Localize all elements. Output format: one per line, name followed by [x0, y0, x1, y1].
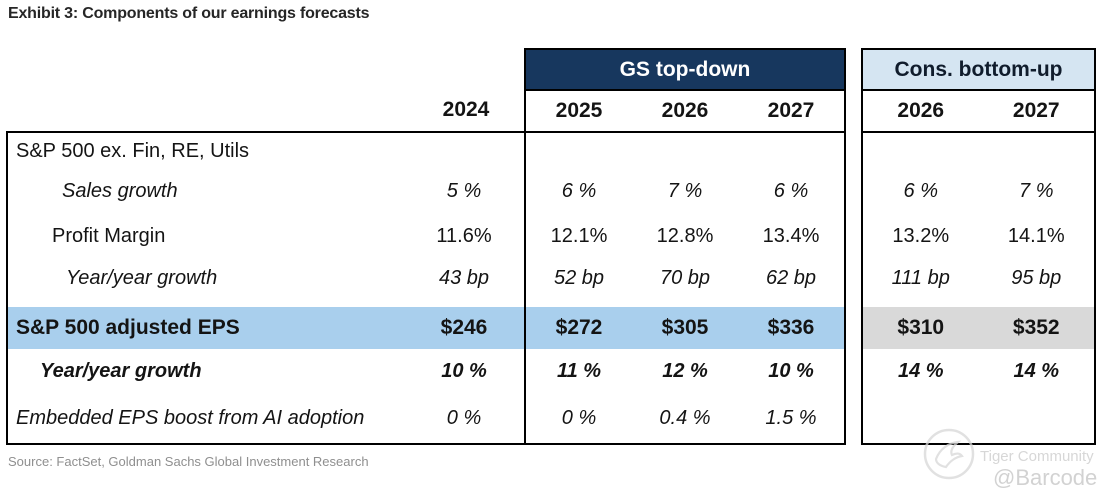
- cell-value: 5 %: [446, 179, 482, 202]
- table-row: 6 % 7 %: [863, 169, 1094, 213]
- gs-top-down-header: GS top-down: [526, 50, 844, 91]
- cell-value: 7 %: [667, 179, 703, 202]
- row-label: Year/year growth: [66, 266, 218, 289]
- cell-value: $305: [661, 316, 709, 339]
- base-column-block: S&P 500 ex. Fin, RE, Utils Sales growth 5 …: [6, 131, 526, 445]
- cell-value: 0 %: [561, 406, 597, 429]
- row-label: S&P 500 ex. Fin, RE, Utils: [16, 139, 250, 162]
- table-row: 6 % 7 % 6 %: [526, 169, 844, 213]
- cell-value: 12 %: [662, 359, 708, 382]
- source-note: Source: FactSet, Goldman Sachs Global In…: [8, 454, 369, 469]
- exhibit-title: Exhibit 3: Components of our earnings fo…: [8, 5, 370, 22]
- cell-value: 12.1%: [550, 224, 608, 247]
- gs-year-2027: 2027: [767, 99, 815, 122]
- table-row: S&P 500 ex. Fin, RE, Utils: [8, 133, 524, 169]
- cell-value: 43 bp: [438, 266, 490, 289]
- cell-value: $310: [897, 316, 945, 339]
- cell-value: 95 bp: [1011, 266, 1062, 289]
- year-header-2024: 2024: [442, 98, 490, 121]
- row-label: Profit Margin: [52, 224, 166, 247]
- cell-value: 6 %: [561, 179, 597, 202]
- table-row: 13.2% 14.1%: [863, 213, 1094, 259]
- cell-value: 6 %: [903, 179, 938, 202]
- cons-bottom-up-body: 6 % 7 % 13.2% 14.1% 111 bp 95 bp $310 $352 14 % 1…: [863, 133, 1094, 443]
- row-label: Year/year growth: [40, 359, 202, 382]
- table-row: 12.1% 12.8% 13.4%: [526, 213, 844, 259]
- cell-value: $336: [767, 316, 815, 339]
- table-row: $310 $352: [863, 307, 1094, 349]
- barcode-watermark: @Barcode: [993, 465, 1098, 490]
- cell-value: [632, 133, 738, 169]
- cell-value: 70 bp: [659, 266, 711, 289]
- table-row: Profit Margin 11.6%: [8, 213, 524, 259]
- cell-value: [526, 133, 632, 169]
- table-row: Year/year growth 43 bp: [8, 259, 524, 297]
- table-row: 52 bp 70 bp 62 bp: [526, 259, 844, 297]
- cell-value: 12.8%: [656, 224, 714, 247]
- base-column-body: S&P 500 ex. Fin, RE, Utils Sales growth 5 …: [8, 133, 524, 443]
- cell-value: 14.1%: [1007, 224, 1065, 247]
- table-row: Embedded EPS boost from AI adoption 0 %: [8, 393, 524, 443]
- cell-value: 0.4 %: [659, 406, 711, 429]
- base-year-header-row: 2024: [6, 89, 526, 131]
- table-row: Year/year growth 10 %: [8, 349, 524, 393]
- cons-year-header-row: 2026 2027: [863, 91, 1094, 133]
- row-label: Sales growth: [62, 179, 178, 202]
- cell-value: 62 bp: [765, 266, 817, 289]
- cell-value: [738, 133, 844, 169]
- table-row: 14 % 14 %: [863, 349, 1094, 393]
- cons-year-2027: 2027: [1012, 99, 1060, 122]
- year-header-spacer: [6, 89, 406, 131]
- cell-value: [404, 133, 524, 169]
- table-row: [863, 393, 1094, 443]
- gs-year-header-row: 2025 2026 2027: [526, 91, 844, 133]
- cell-value: 11 %: [556, 359, 602, 382]
- cell-value: 14 %: [1013, 359, 1060, 382]
- table-row: 11 % 12 % 10 %: [526, 349, 844, 393]
- cell-value: 7 %: [1019, 179, 1054, 202]
- cell-value: 6 %: [773, 179, 809, 202]
- gs-year-2025: 2025: [555, 99, 603, 122]
- cons-bottom-up-block: Cons. bottom-up 2026 2027 6 % 7 % 13.2% 14.…: [861, 48, 1096, 445]
- cell-value: [979, 133, 1095, 169]
- row-label: Embedded EPS boost from AI adoption: [16, 406, 365, 429]
- cell-value: $246: [440, 316, 488, 339]
- gs-top-down-body: 6 % 7 % 6 % 12.1% 12.8% 13.4% 52 bp 70 bp 62 bp $…: [526, 133, 844, 443]
- row-label: S&P 500 adjusted EPS: [16, 316, 240, 339]
- cell-value: 1.5 %: [765, 406, 817, 429]
- cell-value: $272: [555, 316, 603, 339]
- table-row: $272 $305 $336: [526, 307, 844, 349]
- cell-value: $352: [1012, 316, 1060, 339]
- cell-value: 10 %: [441, 359, 487, 382]
- cell-value: 11.6%: [436, 224, 492, 247]
- cell-value: 111 bp: [891, 266, 950, 289]
- table-row: Sales growth 5 %: [8, 169, 524, 213]
- cons-bottom-up-header: Cons. bottom-up: [863, 50, 1094, 91]
- table-row: [863, 133, 1094, 169]
- cons-year-2026: 2026: [897, 99, 945, 122]
- cell-value: 0 %: [446, 406, 482, 429]
- table-row: 111 bp 95 bp: [863, 259, 1094, 297]
- cell-value: [979, 393, 1095, 443]
- cell-value: 13.4%: [762, 224, 820, 247]
- gs-year-2026: 2026: [661, 99, 709, 122]
- cell-value: 14 %: [897, 359, 944, 382]
- cell-value: 10 %: [768, 359, 814, 382]
- cell-value: [863, 133, 979, 169]
- cell-value: 52 bp: [553, 266, 605, 289]
- tiger-community-watermark: Tiger Community: [980, 448, 1094, 465]
- gs-top-down-block: GS top-down 2025 2026 2027 6 % 7 % 6 % 12.1…: [524, 48, 846, 445]
- table-row: 0 % 0.4 % 1.5 %: [526, 393, 844, 443]
- table-row: [526, 133, 844, 169]
- table-row: S&P 500 adjusted EPS $246: [8, 307, 524, 349]
- cell-value: 13.2%: [892, 224, 950, 247]
- tiger-community-logo-icon: [923, 428, 975, 480]
